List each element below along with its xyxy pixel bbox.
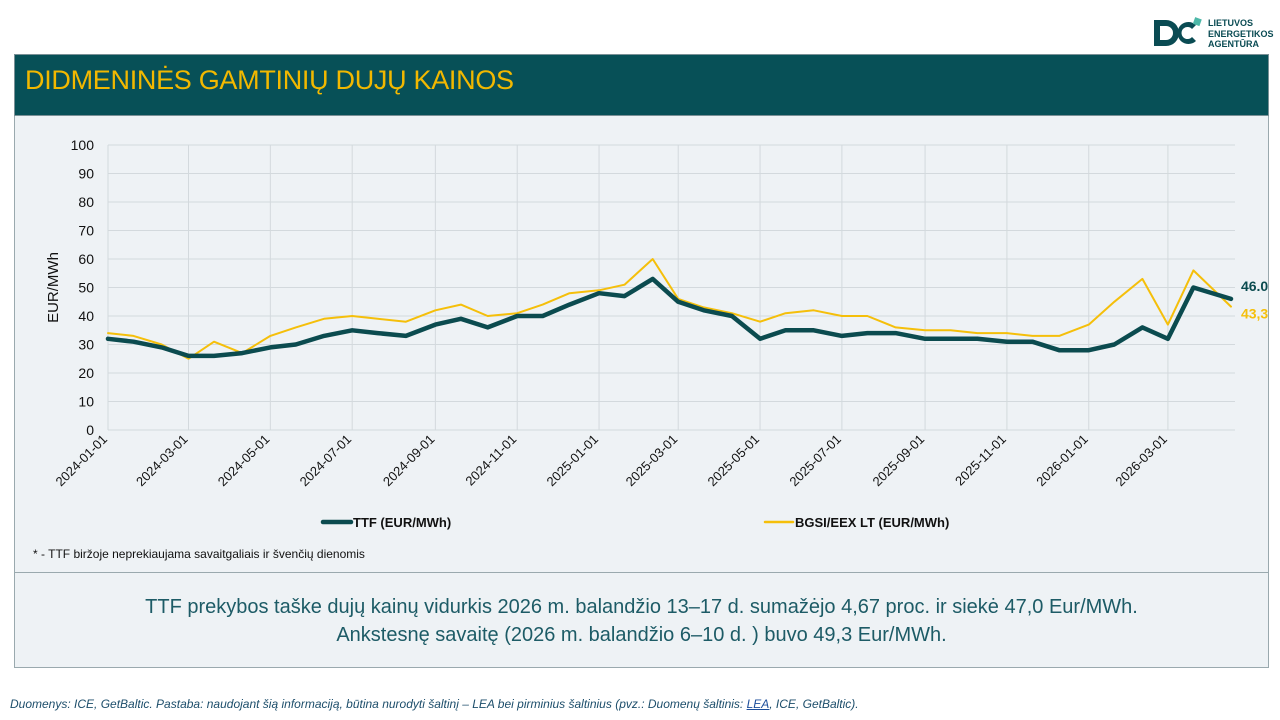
ttf-series-line [105,276,1234,359]
y-tick-label: 0 [86,422,94,438]
x-tick-label: 2024-01-01 [52,432,110,490]
logo-line-3: AGENTŪRA [1208,39,1259,49]
x-tick-label: 2026-01-01 [1033,432,1091,490]
y-axis-label: EUR/MWh [45,252,62,323]
page-title: DIDMENINĖS GAMTINIŲ DUJŲ KAINOS [25,65,514,95]
y-tick-label: 100 [71,137,95,153]
legend-bgsi-label: BGSI/EEX LT (EUR/MWh) [795,515,949,530]
logo-text: LIETUVOS ENERGETIKOS AGENTŪRA [1208,18,1274,50]
summary-line-1: TTF prekybos taške dujų kainų vidurkis 2… [145,596,1138,618]
chart-footnote: * - TTF biržoje neprekiaujama savaitgali… [33,547,365,561]
x-tick-label: 2025-11-01 [952,432,1009,489]
chart-panel: 0 10 20 30 40 50 60 70 80 90 100 2024-01-01 2024-03-… [14,116,1269,572]
y-tick-label: 90 [78,166,94,182]
y-tick-label: 80 [78,194,94,210]
lea-link[interactable]: LEA [746,697,770,711]
logo-line-1: LIETUVOS [1208,18,1254,28]
x-tick-label: 2025-07-01 [786,432,844,490]
summary-line-2: Ankstesnę savaitę (2026 m. balandžio 6–1… [336,624,947,646]
summary-box: TTF prekybos taške dujų kainų vidurkis 2… [14,572,1269,668]
source-footer: Duomenys: ICE, GetBaltic. Pastaba: naudo… [10,697,859,711]
logo-line-2: ENERGETIKOS [1208,28,1274,39]
x-tick-label: 2024-07-01 [297,432,355,490]
y-tick-label: 40 [78,308,94,324]
price-chart: 0 10 20 30 40 50 60 70 80 90 100 2024-01-01 2024-03-… [45,137,1268,530]
x-tick-label: 2024-03-01 [133,432,191,490]
y-tick-label: 50 [78,280,94,296]
y-tick-label: 20 [78,365,94,381]
lea-logo: LIETUVOS ENERGETIKOS AGENTŪRA [1150,16,1274,52]
x-tick-label: 2026-03-01 [1112,432,1170,490]
footer-text-after: , ICE, GetBaltic). [769,697,859,711]
y-tick-label: 70 [78,223,94,239]
lea-logo-mark [1154,17,1202,46]
x-tick-label: 2024-09-01 [380,432,438,490]
x-tick-label: 2024-11-01 [462,432,519,489]
bgsi-end-label: 43,3 [1241,306,1268,322]
header-bar: DIDMENINĖS GAMTINIŲ DUJŲ KAINOS [14,54,1269,116]
x-tick-label: 2025-09-01 [870,432,928,490]
y-tick-label: 30 [78,337,94,353]
x-tick-label: 2025-05-01 [705,432,763,490]
x-tick-label: 2025-01-01 [544,432,602,490]
legend-ttf-label: TTF (EUR/MWh) [353,515,451,530]
y-tick-label: 10 [78,394,94,410]
footer-text-before: Duomenys: ICE, GetBaltic. Pastaba: naudo… [10,697,747,711]
x-tick-label: 2024-05-01 [215,432,273,490]
ttf-end-label: 46.0 [1241,278,1268,294]
y-tick-label: 60 [78,251,94,267]
x-tick-label: 2025-03-01 [623,432,681,490]
bgsi-series-line [107,258,1232,360]
